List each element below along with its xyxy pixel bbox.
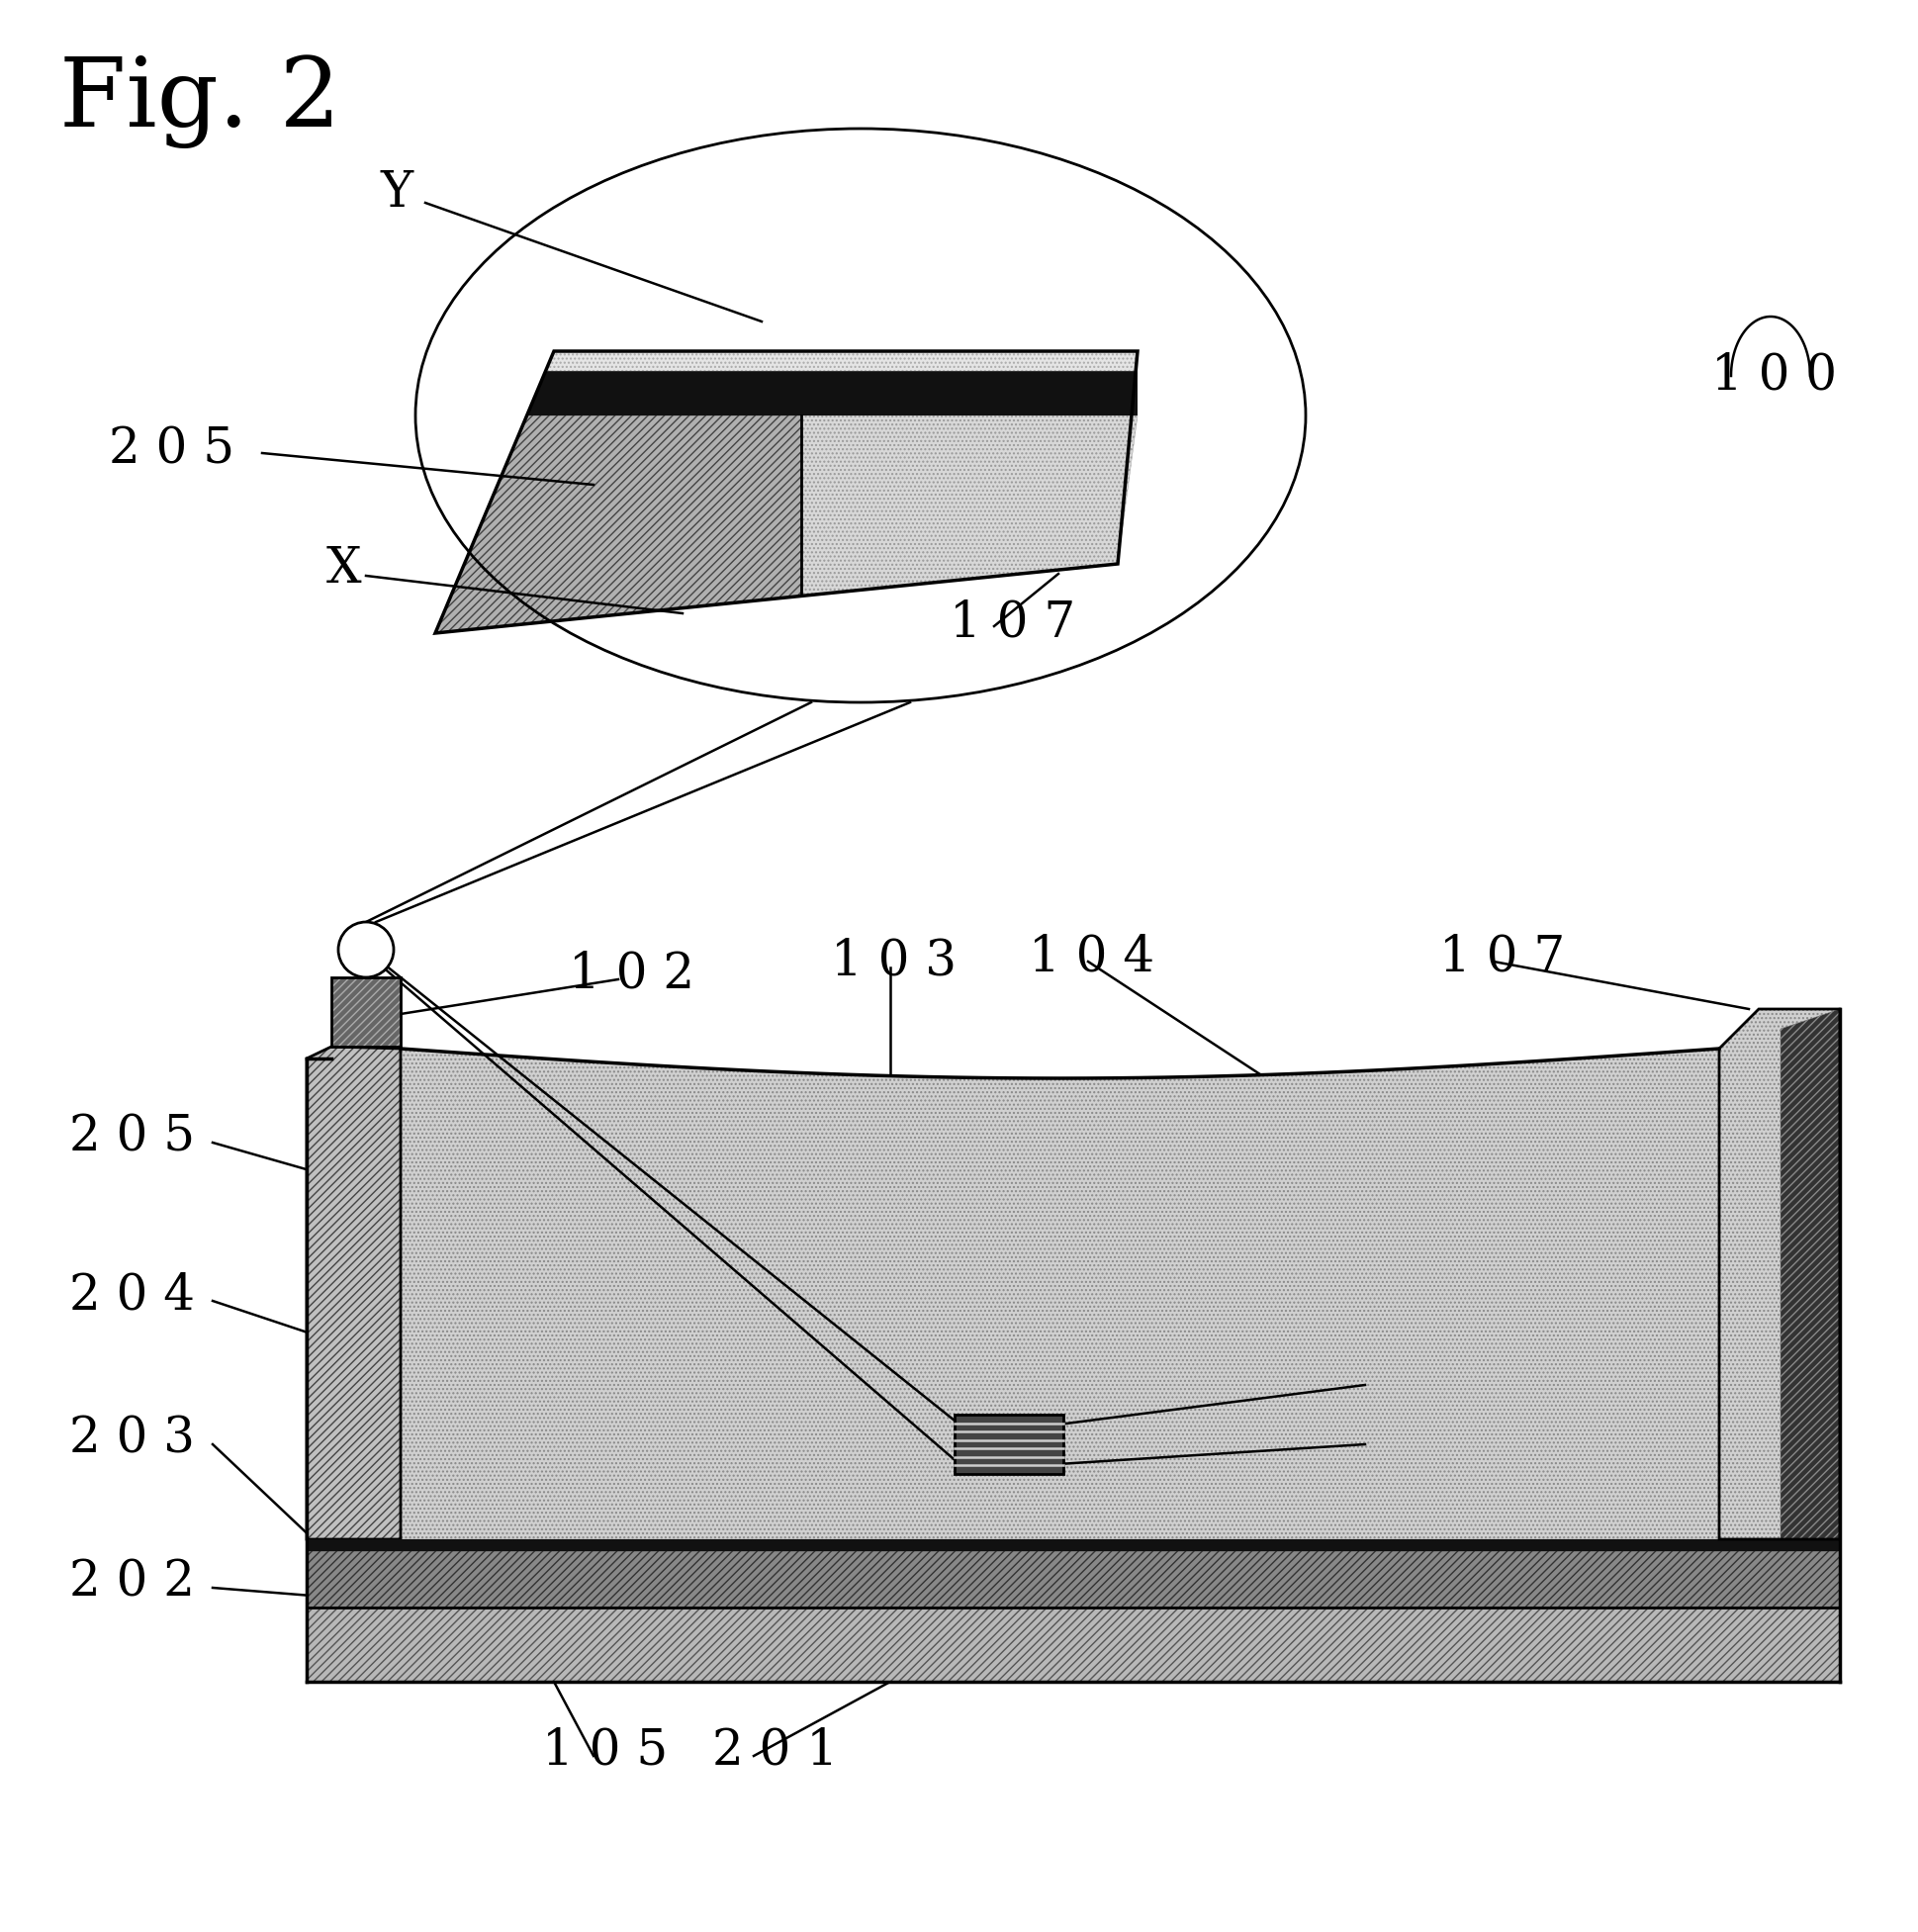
- Polygon shape: [332, 978, 401, 1047]
- Text: 1 0 0: 1 0 0: [1711, 352, 1836, 400]
- Polygon shape: [307, 1047, 401, 1540]
- Polygon shape: [953, 1414, 1063, 1474]
- Text: Y: Y: [380, 168, 414, 218]
- Text: 1 0 3: 1 0 3: [830, 937, 957, 985]
- Polygon shape: [435, 415, 802, 634]
- Text: X: X: [326, 545, 361, 593]
- Text: 1 0 7: 1 0 7: [949, 599, 1074, 647]
- Text: 2 0 1: 2 0 1: [712, 1727, 838, 1776]
- Polygon shape: [527, 371, 1137, 415]
- Text: 1 0 2: 1 0 2: [568, 951, 694, 999]
- Polygon shape: [307, 1551, 1839, 1607]
- Circle shape: [338, 922, 393, 978]
- Text: 2 0 5: 2 0 5: [109, 425, 234, 475]
- Text: 2 0 3: 2 0 3: [69, 1414, 196, 1464]
- Text: Fig. 2: Fig. 2: [59, 54, 341, 149]
- Polygon shape: [307, 1607, 1839, 1681]
- Polygon shape: [802, 415, 1137, 595]
- Text: 2 0 4: 2 0 4: [69, 1271, 196, 1320]
- Polygon shape: [545, 352, 1137, 371]
- Text: 2 0 2: 2 0 2: [69, 1559, 196, 1607]
- Polygon shape: [401, 1049, 1719, 1540]
- Polygon shape: [1719, 1009, 1839, 1540]
- Polygon shape: [1780, 1009, 1839, 1540]
- Polygon shape: [435, 352, 1137, 634]
- Text: 1 0 4: 1 0 4: [1028, 933, 1155, 981]
- Text: 2 0 5: 2 0 5: [69, 1113, 196, 1161]
- Text: 1 0 7: 1 0 7: [1438, 933, 1565, 981]
- Polygon shape: [307, 1540, 1839, 1551]
- Text: 1 0 5: 1 0 5: [541, 1727, 667, 1776]
